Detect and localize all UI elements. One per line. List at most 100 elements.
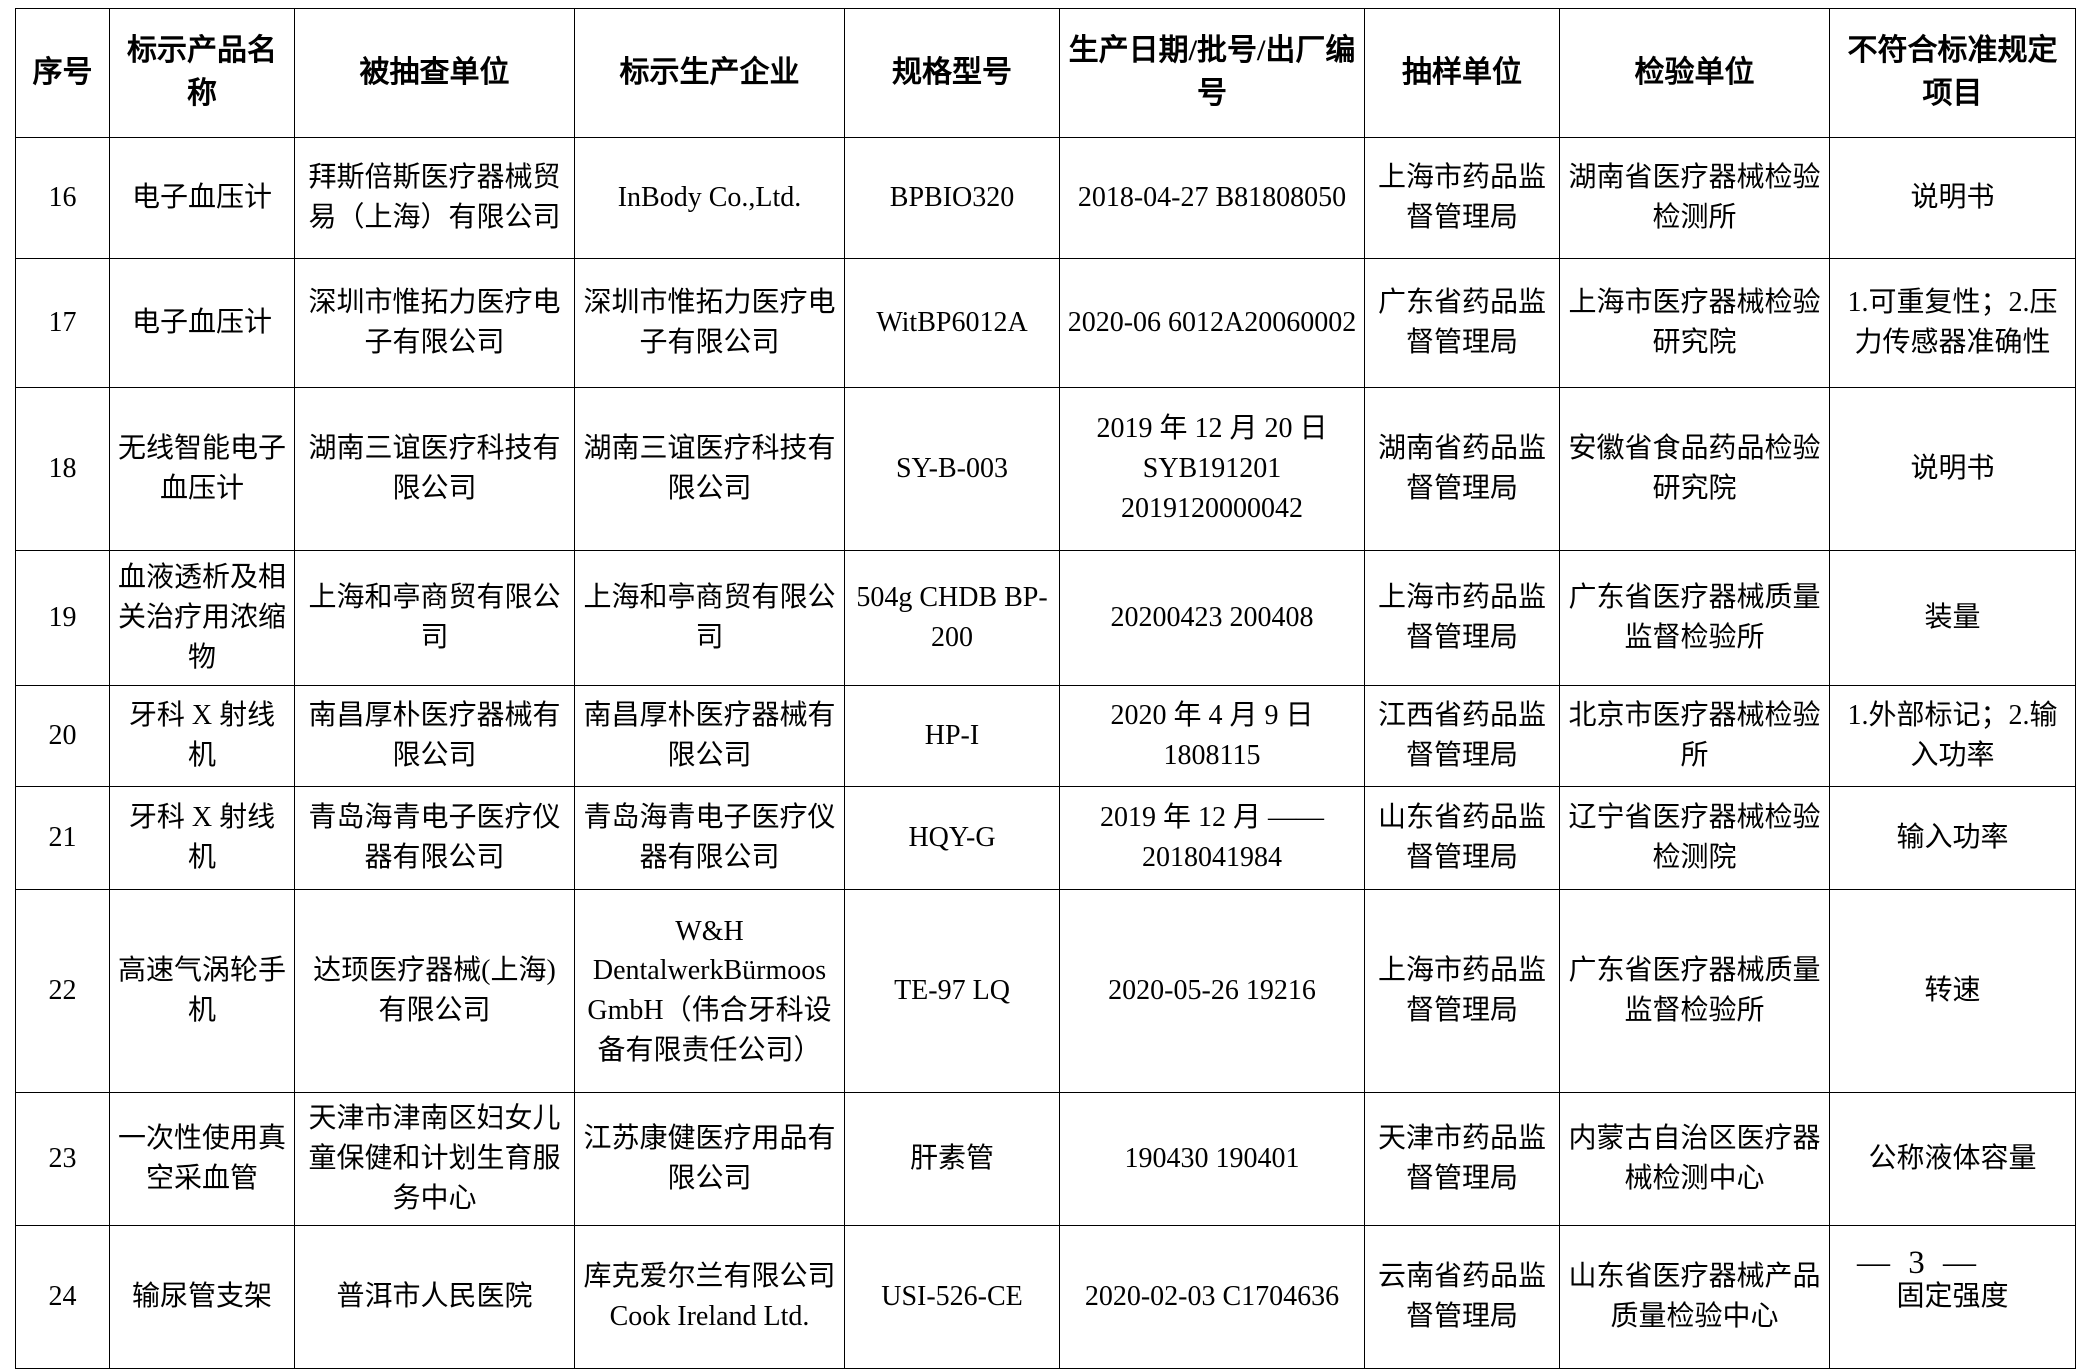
cell-sampler: 江西省药品监督管理局 bbox=[1364, 685, 1560, 787]
cell-model: HQY-G bbox=[844, 786, 1060, 890]
cell-product: 血液透析及相关治疗用浓缩物 bbox=[109, 550, 295, 686]
cell-unit: 普洱市人民医院 bbox=[294, 1225, 575, 1369]
cell-fail: 转速 bbox=[1829, 889, 2076, 1093]
cell-inspect: 广东省医疗器械质量监督检验所 bbox=[1559, 889, 1830, 1093]
column-header-maker: 标示生产企业 bbox=[574, 8, 845, 138]
cell-sampler: 云南省药品监督管理局 bbox=[1364, 1225, 1560, 1369]
cell-sampler: 上海市药品监督管理局 bbox=[1364, 137, 1560, 259]
cell-fail: 装量 bbox=[1829, 550, 2076, 686]
cell-unit: 深圳市惟拓力医疗电子有限公司 bbox=[294, 258, 575, 388]
cell-seq: 18 bbox=[15, 387, 110, 551]
table-row: 16 电子血压计 拜斯倍斯医疗器械贸易（上海）有限公司 InBody Co.,L… bbox=[15, 137, 2076, 259]
table-row: 23 一次性使用真空采血管 天津市津南区妇女儿童保健和计划生育服务中心 江苏康健… bbox=[15, 1092, 2076, 1226]
cell-date: 20200423 200408 bbox=[1059, 550, 1365, 686]
cell-sampler: 湖南省药品监督管理局 bbox=[1364, 387, 1560, 551]
cell-date: 2018-04-27 B81808050 bbox=[1059, 137, 1365, 259]
cell-product: 电子血压计 bbox=[109, 137, 295, 259]
cell-seq: 17 bbox=[15, 258, 110, 388]
cell-unit: 湖南三谊医疗科技有限公司 bbox=[294, 387, 575, 551]
cell-model: TE-97 LQ bbox=[844, 889, 1060, 1093]
cell-date: 2019 年 12 月 20 日 SYB191201 2019120000042 bbox=[1059, 387, 1365, 551]
cell-product: 输尿管支架 bbox=[109, 1225, 295, 1369]
column-header-fail: 不符合标准规定项目 bbox=[1829, 8, 2076, 138]
cell-date: 2019 年 12 月 —— 2018041984 bbox=[1059, 786, 1365, 890]
cell-seq: 16 bbox=[15, 137, 110, 259]
cell-date: 2020-05-26 19216 bbox=[1059, 889, 1365, 1093]
cell-model: 肝素管 bbox=[844, 1092, 1060, 1226]
table-header: 序号 标示产品名称 被抽查单位 标示生产企业 规格型号 生产日期/批号/出厂编号… bbox=[15, 8, 2076, 138]
cell-model: WitBP6012A bbox=[844, 258, 1060, 388]
cell-inspect: 安徽省食品药品检验研究院 bbox=[1559, 387, 1830, 551]
cell-seq: 24 bbox=[15, 1225, 110, 1369]
cell-sampler: 山东省药品监督管理局 bbox=[1364, 786, 1560, 890]
cell-date: 2020-02-03 C1704636 bbox=[1059, 1225, 1365, 1369]
table-row: 17 电子血压计 深圳市惟拓力医疗电子有限公司 深圳市惟拓力医疗电子有限公司 W… bbox=[15, 258, 2076, 388]
cell-model: 504g CHDB BP-200 bbox=[844, 550, 1060, 686]
cell-maker: 库克爱尔兰有限公司 Cook Ireland Ltd. bbox=[574, 1225, 845, 1369]
cell-inspect: 内蒙古自治区医疗器械检测中心 bbox=[1559, 1092, 1830, 1226]
inspection-results-table: 序号 标示产品名称 被抽查单位 标示生产企业 规格型号 生产日期/批号/出厂编号… bbox=[15, 8, 2076, 1369]
column-header-inspect: 检验单位 bbox=[1559, 8, 1830, 138]
cell-fail: 1.可重复性；2.压力传感器准确性 bbox=[1829, 258, 2076, 388]
cell-inspect: 北京市医疗器械检验所 bbox=[1559, 685, 1830, 787]
cell-seq: 23 bbox=[15, 1092, 110, 1226]
cell-date: 2020 年 4 月 9 日 1808115 bbox=[1059, 685, 1365, 787]
cell-fail: 1.外部标记；2.输入功率 bbox=[1829, 685, 2076, 787]
cell-sampler: 上海市药品监督管理局 bbox=[1364, 889, 1560, 1093]
cell-inspect: 湖南省医疗器械检验检测所 bbox=[1559, 137, 1830, 259]
column-header-sampler: 抽样单位 bbox=[1364, 8, 1560, 138]
cell-maker: 深圳市惟拓力医疗电子有限公司 bbox=[574, 258, 845, 388]
cell-unit: 拜斯倍斯医疗器械贸易（上海）有限公司 bbox=[294, 137, 575, 259]
cell-product: 牙科 X 射线机 bbox=[109, 685, 295, 787]
table-header-row: 序号 标示产品名称 被抽查单位 标示生产企业 规格型号 生产日期/批号/出厂编号… bbox=[15, 8, 2076, 138]
cell-product: 高速气涡轮手机 bbox=[109, 889, 295, 1093]
table-row: 20 牙科 X 射线机 南昌厚朴医疗器械有限公司 南昌厚朴医疗器械有限公司 HP… bbox=[15, 685, 2076, 787]
document-page: 序号 标示产品名称 被抽查单位 标示生产企业 规格型号 生产日期/批号/出厂编号… bbox=[15, 8, 2076, 1369]
cell-seq: 22 bbox=[15, 889, 110, 1093]
page-number: — 3 — bbox=[1857, 1245, 1981, 1281]
cell-seq: 21 bbox=[15, 786, 110, 890]
cell-date: 2020-06 6012A20060002 bbox=[1059, 258, 1365, 388]
cell-maker: 江苏康健医疗用品有限公司 bbox=[574, 1092, 845, 1226]
cell-model: BPBIO320 bbox=[844, 137, 1060, 259]
cell-unit: 达顼医疗器械(上海)有限公司 bbox=[294, 889, 575, 1093]
cell-fail: 说明书 bbox=[1829, 387, 2076, 551]
cell-inspect: 辽宁省医疗器械检验检测院 bbox=[1559, 786, 1830, 890]
cell-maker: 湖南三谊医疗科技有限公司 bbox=[574, 387, 845, 551]
cell-sampler: 天津市药品监督管理局 bbox=[1364, 1092, 1560, 1226]
cell-maker: 南昌厚朴医疗器械有限公司 bbox=[574, 685, 845, 787]
table-row: 22 高速气涡轮手机 达顼医疗器械(上海)有限公司 W&H Dentalwerk… bbox=[15, 889, 2076, 1093]
cell-fail: 说明书 bbox=[1829, 137, 2076, 259]
column-header-model: 规格型号 bbox=[844, 8, 1060, 138]
cell-model: SY-B-003 bbox=[844, 387, 1060, 551]
cell-maker: W&H DentalwerkBürmoos GmbH（伟合牙科设备有限责任公司） bbox=[574, 889, 845, 1093]
column-header-unit: 被抽查单位 bbox=[294, 8, 575, 138]
table-row: 18 无线智能电子血压计 湖南三谊医疗科技有限公司 湖南三谊医疗科技有限公司 S… bbox=[15, 387, 2076, 551]
cell-maker: InBody Co.,Ltd. bbox=[574, 137, 845, 259]
table-row: 19 血液透析及相关治疗用浓缩物 上海和亭商贸有限公司 上海和亭商贸有限公司 5… bbox=[15, 550, 2076, 686]
cell-model: HP-I bbox=[844, 685, 1060, 787]
cell-sampler: 上海市药品监督管理局 bbox=[1364, 550, 1560, 686]
cell-maker: 青岛海青电子医疗仪器有限公司 bbox=[574, 786, 845, 890]
table-body: 16 电子血压计 拜斯倍斯医疗器械贸易（上海）有限公司 InBody Co.,L… bbox=[15, 137, 2076, 1369]
cell-unit: 青岛海青电子医疗仪器有限公司 bbox=[294, 786, 575, 890]
column-header-product: 标示产品名称 bbox=[109, 8, 295, 138]
cell-sampler: 广东省药品监督管理局 bbox=[1364, 258, 1560, 388]
cell-fail: 输入功率 bbox=[1829, 786, 2076, 890]
cell-seq: 19 bbox=[15, 550, 110, 686]
column-header-seq: 序号 bbox=[15, 8, 110, 138]
cell-product: 牙科 X 射线机 bbox=[109, 786, 295, 890]
cell-product: 无线智能电子血压计 bbox=[109, 387, 295, 551]
cell-inspect: 广东省医疗器械质量监督检验所 bbox=[1559, 550, 1830, 686]
cell-product: 一次性使用真空采血管 bbox=[109, 1092, 295, 1226]
cell-fail: 公称液体容量 bbox=[1829, 1092, 2076, 1226]
cell-model: USI-526-CE bbox=[844, 1225, 1060, 1369]
cell-maker: 上海和亭商贸有限公司 bbox=[574, 550, 845, 686]
column-header-date: 生产日期/批号/出厂编号 bbox=[1059, 8, 1365, 138]
cell-seq: 20 bbox=[15, 685, 110, 787]
cell-unit: 南昌厚朴医疗器械有限公司 bbox=[294, 685, 575, 787]
cell-date: 190430 190401 bbox=[1059, 1092, 1365, 1226]
cell-product: 电子血压计 bbox=[109, 258, 295, 388]
table-row: 21 牙科 X 射线机 青岛海青电子医疗仪器有限公司 青岛海青电子医疗仪器有限公… bbox=[15, 786, 2076, 890]
table-row: 24 输尿管支架 普洱市人民医院 库克爱尔兰有限公司 Cook Ireland … bbox=[15, 1225, 2076, 1369]
